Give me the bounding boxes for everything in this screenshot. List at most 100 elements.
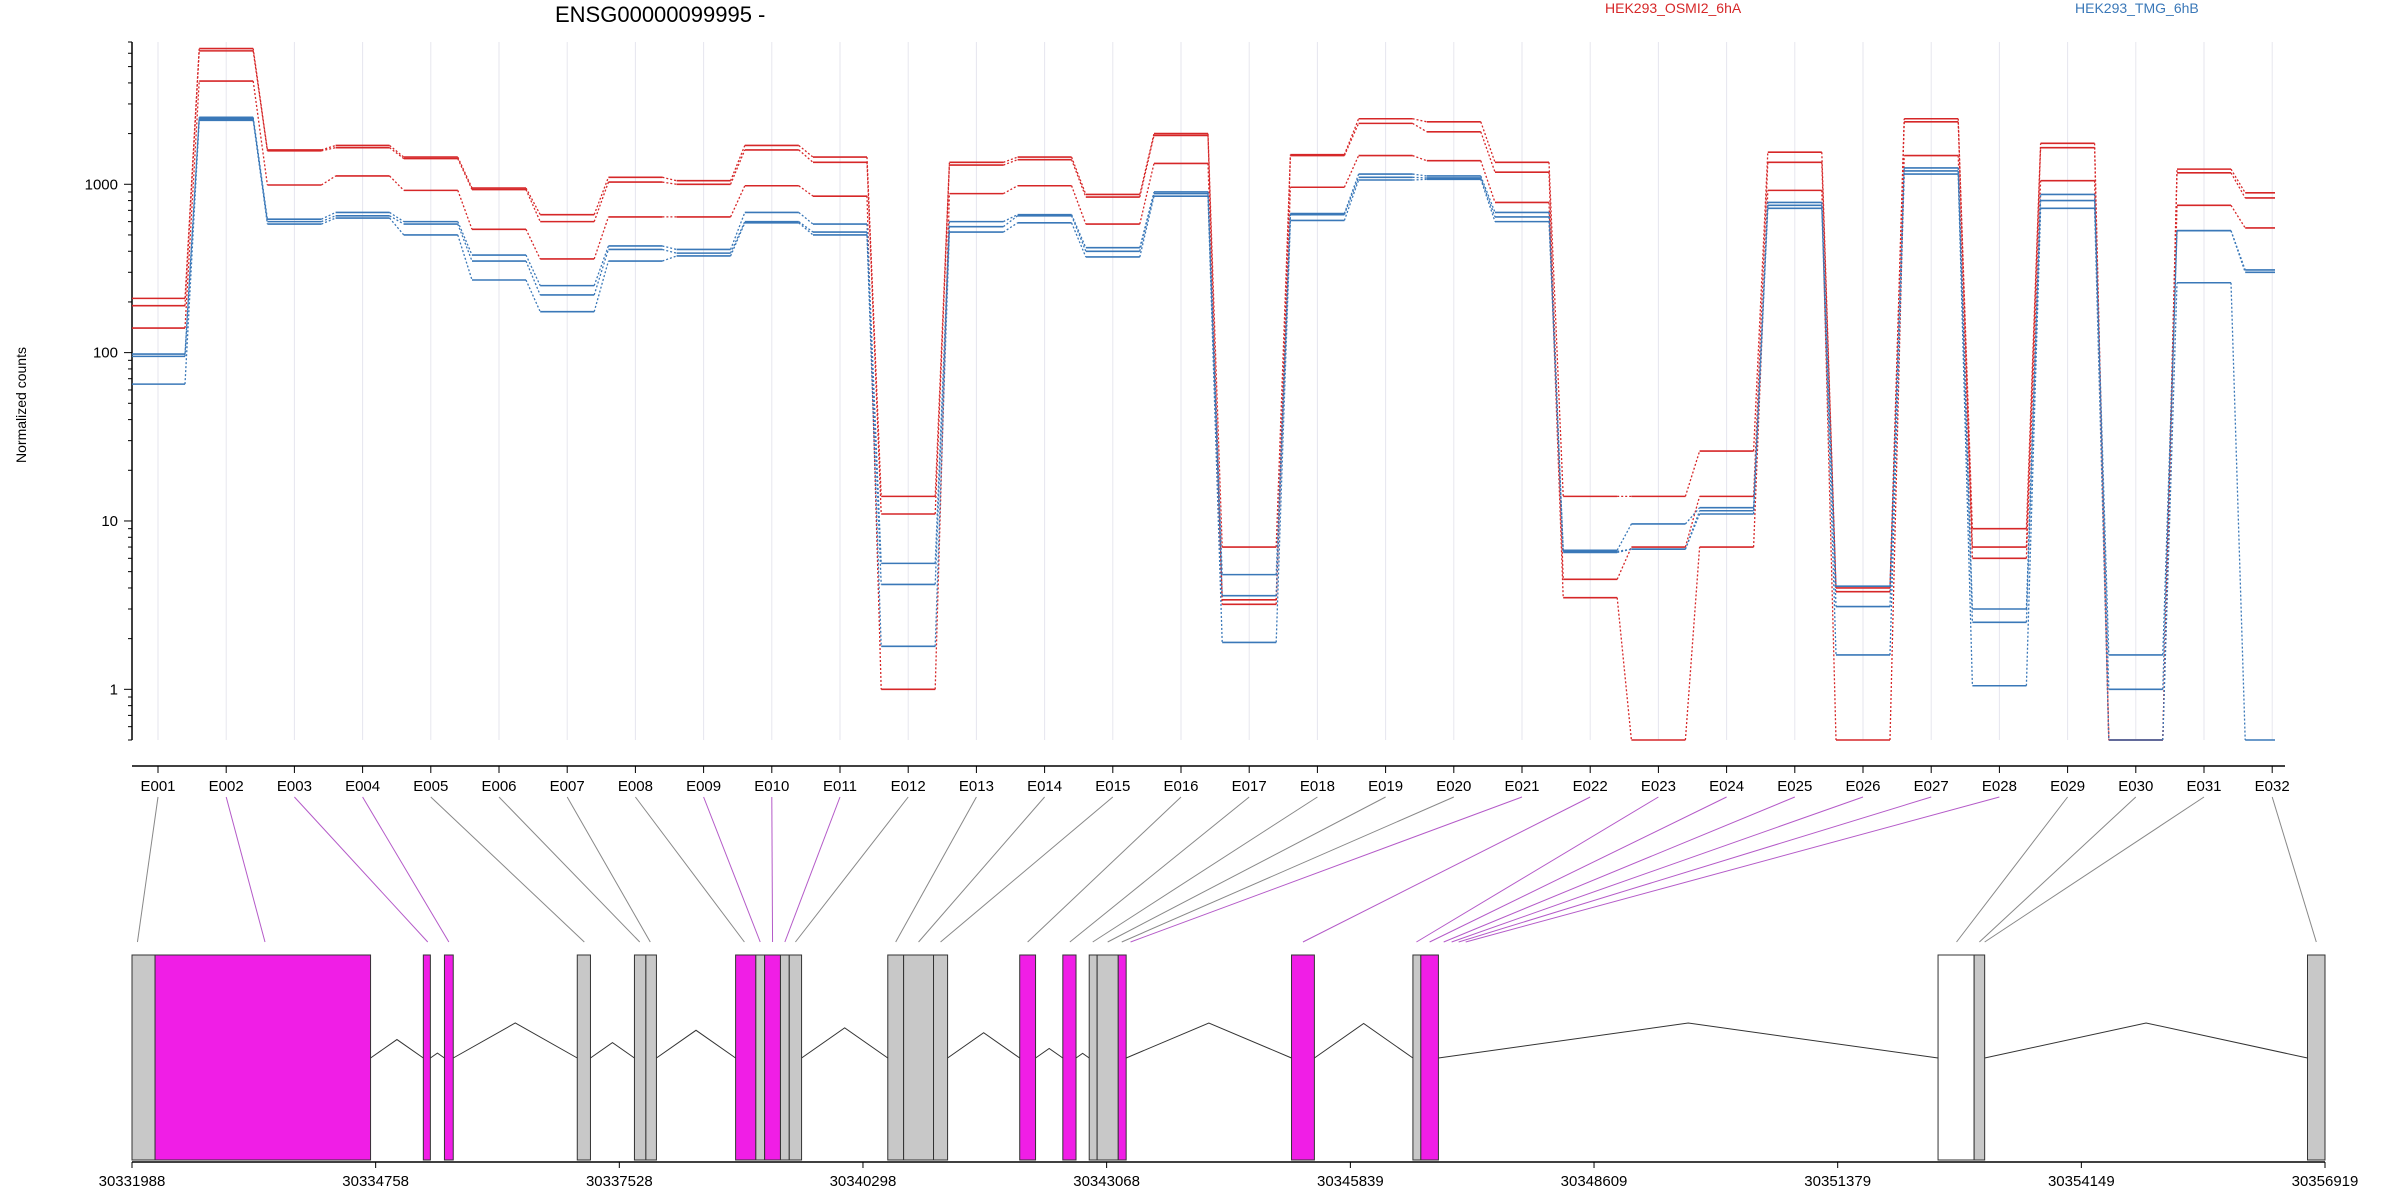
series-connector	[798, 144, 814, 158]
series-connector	[457, 158, 473, 190]
series-osmi2	[132, 47, 2275, 741]
series-connector	[593, 245, 610, 286]
series-connector	[184, 81, 200, 329]
intron-line	[1075, 1052, 1090, 1059]
x-tick-label: E001	[140, 778, 175, 795]
series-connector	[389, 147, 405, 160]
exon-connector	[1069, 796, 1250, 943]
series-connector	[798, 211, 814, 225]
series-connector	[1684, 513, 1701, 550]
series-connector	[1343, 118, 1360, 155]
y-tick-label: 1	[110, 681, 118, 698]
series-connector	[1003, 185, 1018, 195]
x-tick-label: E010	[754, 778, 789, 795]
exon-block	[154, 954, 372, 1161]
intron-line	[801, 1027, 889, 1059]
intron-line	[656, 1029, 736, 1059]
series-connector	[525, 229, 541, 260]
series-connector	[321, 144, 336, 151]
series-connector	[1616, 546, 1632, 580]
coordinate-label: 30354149	[2048, 1173, 2115, 1190]
coordinate-label: 30356919	[2292, 1173, 2359, 1190]
exon-connector	[225, 796, 266, 943]
exon-block	[645, 954, 657, 1161]
series-connector	[798, 221, 814, 233]
x-axis: E001 E002 E003 E004 E005 E006 E007 E008 E009 E010…	[132, 765, 2290, 795]
exon-block	[633, 954, 647, 1161]
series-connector	[1139, 196, 1155, 258]
x-tick-label: E018	[1300, 778, 1335, 795]
x-tick-label: E024	[1709, 778, 1744, 795]
series-connector	[1480, 121, 1496, 163]
series-connector	[252, 120, 269, 225]
series-connector	[457, 156, 473, 189]
series-connector	[662, 255, 677, 262]
x-tick-label: E008	[618, 778, 653, 795]
exon-block	[903, 954, 935, 1161]
series-osmi2	[132, 80, 2275, 741]
series-connector	[389, 175, 405, 191]
x-tick-label: E027	[1914, 778, 1949, 795]
series-connector	[1617, 548, 1632, 554]
exon-block	[779, 954, 790, 1161]
series-connector	[593, 216, 610, 260]
exon-connector	[1443, 796, 1795, 943]
exon-block	[1088, 954, 1098, 1161]
exon-block	[1973, 954, 1986, 1161]
coordinate-label: 30331988	[99, 1173, 166, 1190]
coordinate-label: 30340298	[830, 1173, 897, 1190]
x-tick-label: E026	[1845, 778, 1880, 795]
x-tick-label: E005	[413, 778, 448, 795]
x-tick-label: E025	[1777, 778, 1812, 795]
series-connector	[1889, 170, 1905, 607]
x-tick-label: E012	[891, 778, 926, 795]
exon-block	[788, 954, 803, 1161]
y-tick-label: 1000	[85, 176, 118, 193]
series-connector	[2162, 172, 2178, 741]
series-connector	[525, 254, 541, 286]
series-connector	[2230, 282, 2246, 741]
exon-connector	[2271, 796, 2317, 943]
exon-block	[1937, 954, 1975, 1161]
exon-connector	[1451, 796, 1864, 943]
series-connector	[1343, 155, 1360, 188]
series-connector	[1684, 547, 1701, 741]
series-tmg	[132, 117, 2275, 691]
series-connector	[1003, 222, 1018, 233]
series-connector	[1821, 152, 1837, 588]
intron-line	[370, 1038, 424, 1059]
series-connector	[1003, 159, 1018, 166]
series-connector	[1616, 597, 1633, 741]
series-connector	[1684, 507, 1701, 525]
series-tmg	[132, 116, 2275, 656]
exon-connector	[795, 796, 909, 943]
exon-block	[735, 954, 757, 1161]
series-connector	[2025, 180, 2042, 559]
intron-line	[430, 1052, 445, 1059]
x-tick-label: E002	[209, 778, 244, 795]
series-connector	[1343, 173, 1360, 214]
exon-connector	[1458, 796, 1932, 943]
intron-line	[1125, 1022, 1292, 1059]
series-connector	[1752, 208, 1769, 515]
series-connector	[1480, 179, 1496, 222]
series-connector	[184, 117, 200, 355]
series-connector	[525, 260, 541, 296]
series-connector	[1343, 179, 1360, 221]
series-connector	[866, 234, 882, 647]
series-connector	[593, 181, 610, 222]
legend-entry-osmi2: HEK293_OSMI2_6hA	[1605, 0, 1742, 16]
series-connector	[662, 248, 677, 254]
series-connector	[2025, 194, 2042, 610]
series-connector	[1139, 163, 1155, 225]
coordinate-label: 30348609	[1561, 1173, 1628, 1190]
series-connector	[593, 177, 610, 215]
exon-block	[887, 954, 905, 1161]
series-connector	[1957, 121, 1974, 548]
series-connector	[866, 232, 882, 585]
exon-block	[1062, 954, 1077, 1161]
exon-connector	[1092, 796, 1318, 943]
series-connector	[1139, 135, 1155, 198]
exon-block	[1412, 954, 1422, 1161]
series-connector	[2025, 147, 2042, 548]
